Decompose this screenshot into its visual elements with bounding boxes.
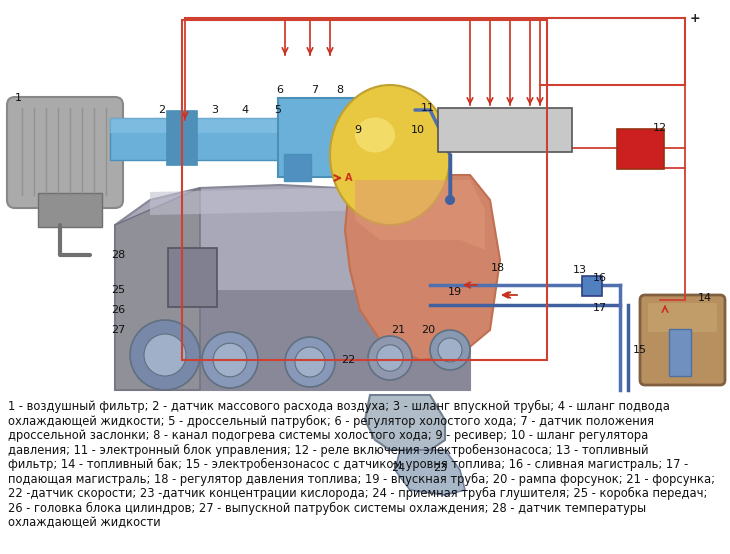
Text: 28: 28 xyxy=(111,250,125,260)
Text: 17: 17 xyxy=(593,303,607,313)
Text: 3: 3 xyxy=(212,105,218,115)
Ellipse shape xyxy=(330,85,450,225)
Polygon shape xyxy=(110,118,370,160)
FancyBboxPatch shape xyxy=(38,193,102,227)
FancyBboxPatch shape xyxy=(582,276,602,296)
Polygon shape xyxy=(355,180,485,250)
Text: 21: 21 xyxy=(391,325,405,335)
Text: 7: 7 xyxy=(312,85,318,95)
Polygon shape xyxy=(115,185,470,390)
Text: A: A xyxy=(345,173,353,183)
Circle shape xyxy=(144,334,186,376)
Text: 6: 6 xyxy=(277,85,283,95)
FancyBboxPatch shape xyxy=(648,303,717,332)
Polygon shape xyxy=(365,395,445,450)
FancyBboxPatch shape xyxy=(168,248,217,307)
Text: 2: 2 xyxy=(158,105,166,115)
Text: 11: 11 xyxy=(421,103,435,113)
Text: 22 -датчик скорости; 23 -датчик концентрации кислорода; 24 - приемная труба глуш: 22 -датчик скорости; 23 -датчик концентр… xyxy=(8,487,707,500)
Text: 25: 25 xyxy=(111,285,125,295)
Circle shape xyxy=(445,195,455,205)
FancyBboxPatch shape xyxy=(284,154,311,181)
Text: +: + xyxy=(690,12,701,25)
FancyBboxPatch shape xyxy=(278,98,372,177)
Text: 16: 16 xyxy=(593,273,607,283)
Text: 10: 10 xyxy=(411,125,425,135)
Circle shape xyxy=(430,330,470,370)
FancyBboxPatch shape xyxy=(438,108,572,152)
Text: 14: 14 xyxy=(698,293,712,303)
Polygon shape xyxy=(110,118,370,133)
Circle shape xyxy=(295,347,325,377)
Text: 1 - воздушный фильтр; 2 - датчик массового расхода воздуха; 3 - шланг впускной т: 1 - воздушный фильтр; 2 - датчик массово… xyxy=(8,400,670,413)
Circle shape xyxy=(130,320,200,390)
Text: 13: 13 xyxy=(573,265,587,275)
Text: 15: 15 xyxy=(633,345,647,355)
Text: 8: 8 xyxy=(337,85,344,95)
Text: 5: 5 xyxy=(274,105,282,115)
Text: 4: 4 xyxy=(242,105,248,115)
FancyBboxPatch shape xyxy=(669,329,691,376)
Text: фильтр; 14 - топливный бак; 15 - электробензонасос с датчиком уровня топлива; 16: фильтр; 14 - топливный бак; 15 - электро… xyxy=(8,458,688,471)
Text: 24: 24 xyxy=(391,463,405,473)
Circle shape xyxy=(438,338,462,362)
Circle shape xyxy=(368,336,412,380)
Polygon shape xyxy=(360,118,440,160)
Text: 26 - головка блока цилиндров; 27 - выпускной патрубок системы охлаждения; 28 - д: 26 - головка блока цилиндров; 27 - выпус… xyxy=(8,501,646,515)
Text: 26: 26 xyxy=(111,305,125,315)
Text: 12: 12 xyxy=(653,123,667,133)
Text: 9: 9 xyxy=(355,125,361,135)
Text: 20: 20 xyxy=(421,325,435,335)
Bar xyxy=(182,20,547,360)
FancyBboxPatch shape xyxy=(7,97,123,208)
Circle shape xyxy=(213,343,247,377)
Text: 1: 1 xyxy=(15,93,21,103)
Text: 27: 27 xyxy=(111,325,125,335)
Text: 18: 18 xyxy=(491,263,505,273)
Text: 22: 22 xyxy=(341,355,355,365)
FancyBboxPatch shape xyxy=(617,129,664,169)
Text: давления; 11 - электронный блок управления; 12 - реле включения электробензонасо: давления; 11 - электронный блок управлен… xyxy=(8,444,648,456)
Text: дроссельной заслонки; 8 - канал подогрева системы холостого хода; 9 - ресивер; 1: дроссельной заслонки; 8 - канал подогрев… xyxy=(8,429,648,442)
Polygon shape xyxy=(395,450,465,495)
Ellipse shape xyxy=(355,117,395,152)
Circle shape xyxy=(285,337,335,387)
Polygon shape xyxy=(345,175,500,360)
Text: 19: 19 xyxy=(448,287,462,297)
Text: охлаждающей жидкости: охлаждающей жидкости xyxy=(8,516,161,529)
FancyBboxPatch shape xyxy=(167,111,197,165)
Polygon shape xyxy=(115,188,200,390)
Text: 23: 23 xyxy=(433,463,447,473)
Text: подающая магистраль; 18 - регулятор давления топлива; 19 - впускная труба; 20 - : подающая магистраль; 18 - регулятор давл… xyxy=(8,473,715,486)
Text: охлаждающей жидкости; 5 - дроссельный патрубок; 6 - регулятор холостого хода; 7 : охлаждающей жидкости; 5 - дроссельный па… xyxy=(8,414,654,428)
FancyBboxPatch shape xyxy=(115,290,470,390)
Circle shape xyxy=(377,345,403,371)
Polygon shape xyxy=(150,187,430,215)
Circle shape xyxy=(202,332,258,388)
FancyBboxPatch shape xyxy=(640,295,725,385)
